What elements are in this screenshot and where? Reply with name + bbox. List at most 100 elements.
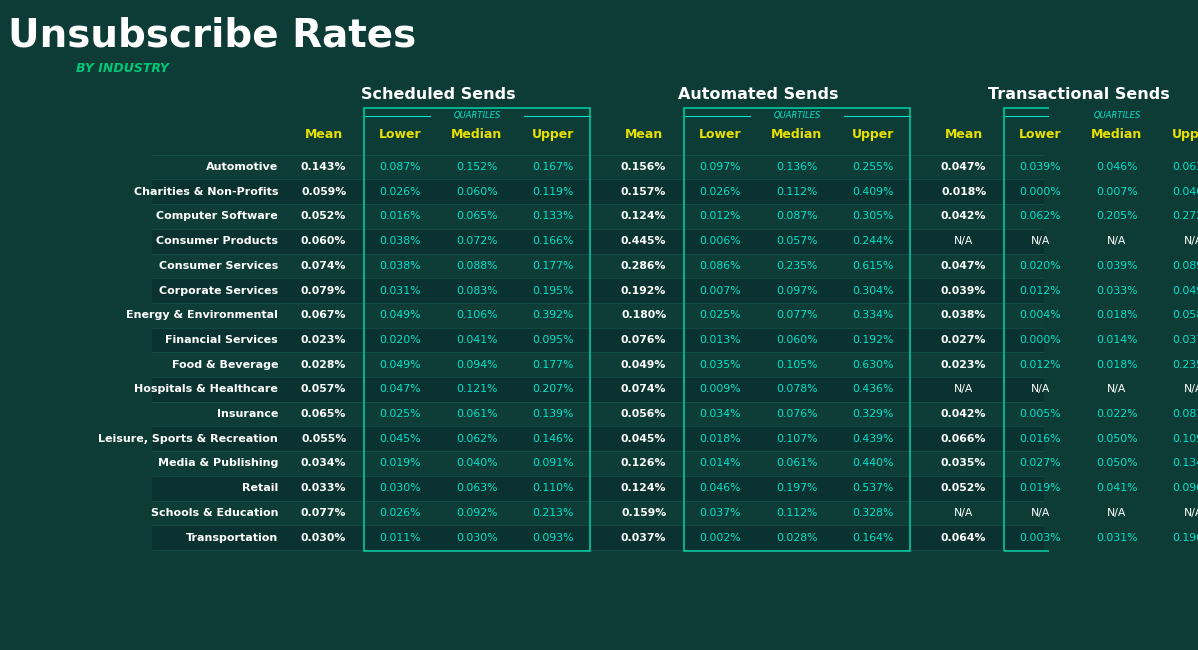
Text: N/A: N/A <box>1107 384 1126 395</box>
Text: 0.091%: 0.091% <box>533 458 574 469</box>
Text: 0.081%: 0.081% <box>1173 409 1198 419</box>
Text: 0.235%: 0.235% <box>1173 359 1198 370</box>
Text: 0.050%: 0.050% <box>1096 434 1138 444</box>
Text: 0.072%: 0.072% <box>456 236 497 246</box>
Text: Leisure, Sports & Recreation: Leisure, Sports & Recreation <box>98 434 278 444</box>
Text: QUARTILES: QUARTILES <box>453 111 501 120</box>
Text: 0.057%: 0.057% <box>301 384 346 395</box>
Text: 0.047%: 0.047% <box>940 261 986 271</box>
Text: 0.255%: 0.255% <box>853 162 894 172</box>
Text: 0.087%: 0.087% <box>776 211 817 222</box>
Text: 0.030%: 0.030% <box>456 532 497 543</box>
Bar <box>152 451 1043 476</box>
Text: 0.079%: 0.079% <box>301 285 346 296</box>
Text: 0.018%: 0.018% <box>1096 310 1138 320</box>
Text: 0.030%: 0.030% <box>380 483 420 493</box>
Text: 0.034%: 0.034% <box>301 458 346 469</box>
Text: 0.152%: 0.152% <box>456 162 497 172</box>
Text: Transactional Sends: Transactional Sends <box>987 86 1169 102</box>
Text: 0.038%: 0.038% <box>380 261 420 271</box>
Text: 0.088%: 0.088% <box>456 261 497 271</box>
Text: 0.244%: 0.244% <box>853 236 894 246</box>
Text: 0.018%: 0.018% <box>700 434 742 444</box>
Text: Upper: Upper <box>532 128 575 141</box>
Text: 0.112%: 0.112% <box>776 187 817 197</box>
Text: 0.139%: 0.139% <box>533 409 574 419</box>
Text: 0.025%: 0.025% <box>380 409 420 419</box>
Text: 0.019%: 0.019% <box>1019 483 1061 493</box>
Text: 0.023%: 0.023% <box>940 359 986 370</box>
Text: Automated Sends: Automated Sends <box>678 86 839 102</box>
Bar <box>152 352 1043 377</box>
Text: 0.083%: 0.083% <box>456 285 497 296</box>
Text: 0.167%: 0.167% <box>533 162 574 172</box>
Text: 0.050%: 0.050% <box>1096 458 1138 469</box>
Text: 0.049%: 0.049% <box>380 310 420 320</box>
Text: 0.124%: 0.124% <box>621 211 666 222</box>
Text: 0.004%: 0.004% <box>1019 310 1061 320</box>
Bar <box>152 303 1043 328</box>
Text: 0.033%: 0.033% <box>1096 285 1138 296</box>
Text: 0.061%: 0.061% <box>456 409 497 419</box>
Text: 0.063%: 0.063% <box>456 483 497 493</box>
Text: 0.045%: 0.045% <box>380 434 420 444</box>
Bar <box>152 476 1043 501</box>
Bar <box>684 108 909 551</box>
Text: Lower: Lower <box>379 128 422 141</box>
Text: 0.107%: 0.107% <box>776 434 817 444</box>
Bar <box>152 377 1043 402</box>
Text: 0.062%: 0.062% <box>1019 211 1061 222</box>
Text: 0.195%: 0.195% <box>533 285 574 296</box>
Text: Automotive: Automotive <box>206 162 278 172</box>
Bar <box>152 254 1043 278</box>
Text: Mean: Mean <box>304 128 343 141</box>
Text: 0.016%: 0.016% <box>380 211 420 222</box>
Text: 0.030%: 0.030% <box>301 532 346 543</box>
Text: 0.180%: 0.180% <box>621 310 666 320</box>
Bar <box>152 229 1043 254</box>
Text: 0.062%: 0.062% <box>456 434 497 444</box>
Text: Lower: Lower <box>698 128 742 141</box>
Text: 0.037%: 0.037% <box>1173 335 1198 345</box>
Text: 0.097%: 0.097% <box>776 285 817 296</box>
Text: 0.028%: 0.028% <box>776 532 817 543</box>
Text: 0.166%: 0.166% <box>533 236 574 246</box>
Text: 0.014%: 0.014% <box>700 458 742 469</box>
Text: 0.092%: 0.092% <box>456 508 497 518</box>
Text: 0.445%: 0.445% <box>621 236 666 246</box>
Bar <box>152 278 1043 303</box>
Text: 0.077%: 0.077% <box>776 310 817 320</box>
Text: 0.039%: 0.039% <box>1096 261 1138 271</box>
Text: 0.065%: 0.065% <box>301 409 346 419</box>
Text: 0.055%: 0.055% <box>301 434 346 444</box>
Text: Consumer Products: Consumer Products <box>156 236 278 246</box>
Text: 0.157%: 0.157% <box>621 187 666 197</box>
Text: 0.074%: 0.074% <box>621 384 666 395</box>
Text: 0.039%: 0.039% <box>940 285 986 296</box>
Text: 0.089%: 0.089% <box>1173 261 1198 271</box>
Text: 0.013%: 0.013% <box>700 335 742 345</box>
Text: 0.124%: 0.124% <box>621 483 666 493</box>
Text: 0.049%: 0.049% <box>1173 285 1198 296</box>
Text: Upper: Upper <box>852 128 895 141</box>
Text: 0.409%: 0.409% <box>853 187 894 197</box>
Text: Charities & Non-Profits: Charities & Non-Profits <box>133 187 278 197</box>
Text: 0.003%: 0.003% <box>1019 532 1061 543</box>
Text: 0.076%: 0.076% <box>621 335 666 345</box>
Text: 0.066%: 0.066% <box>940 434 986 444</box>
Text: 0.020%: 0.020% <box>380 335 420 345</box>
Bar <box>364 108 589 551</box>
Text: Mean: Mean <box>624 128 662 141</box>
Text: Consumer Services: Consumer Services <box>159 261 278 271</box>
Text: 0.041%: 0.041% <box>456 335 497 345</box>
Text: Scheduled Sends: Scheduled Sends <box>362 86 516 102</box>
Text: 0.076%: 0.076% <box>776 409 817 419</box>
Text: Unsubscribe Rates: Unsubscribe Rates <box>8 16 417 54</box>
Text: 0.022%: 0.022% <box>1096 409 1138 419</box>
Text: N/A: N/A <box>1107 508 1126 518</box>
Text: 0.143%: 0.143% <box>301 162 346 172</box>
Text: 0.196%: 0.196% <box>1173 532 1198 543</box>
Text: 0.037%: 0.037% <box>700 508 742 518</box>
Text: 0.087%: 0.087% <box>380 162 420 172</box>
Text: 0.040%: 0.040% <box>1173 187 1198 197</box>
